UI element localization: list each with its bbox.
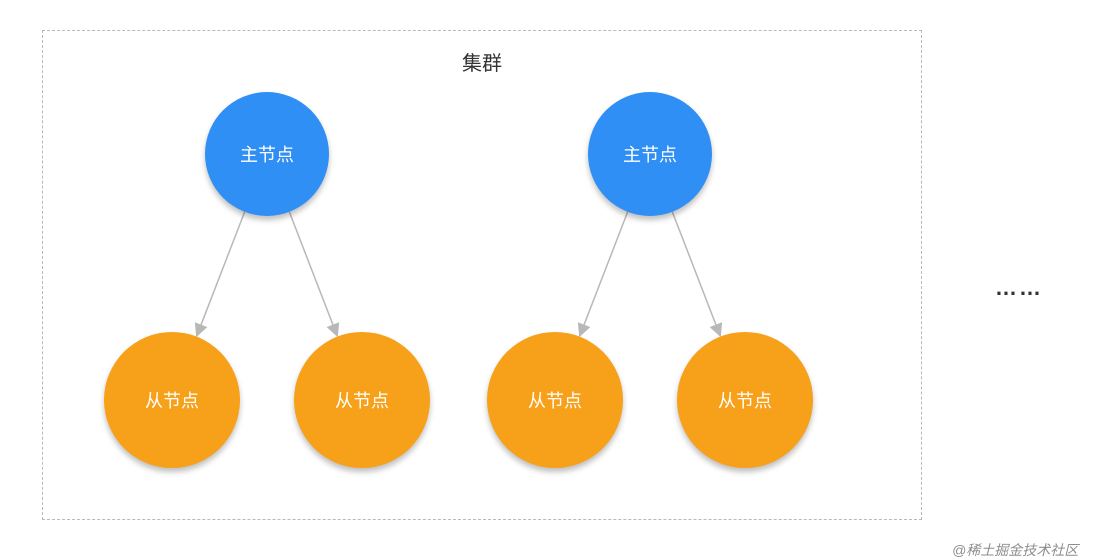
node-label: 从节点 [145,387,199,413]
node-label: 从节点 [718,387,772,413]
cluster-title: 集群 [462,47,502,76]
ellipsis-text: …… [995,275,1043,301]
master-node: 主节点 [205,92,329,216]
watermark-text: @稀土掘金技术社区 [952,540,1078,560]
node-label: 主节点 [623,141,677,167]
slave-node: 从节点 [677,332,813,468]
slave-node: 从节点 [487,332,623,468]
master-node: 主节点 [588,92,712,216]
slave-node: 从节点 [104,332,240,468]
node-label: 主节点 [240,141,294,167]
node-label: 从节点 [335,387,389,413]
node-label: 从节点 [528,387,582,413]
slave-node: 从节点 [294,332,430,468]
